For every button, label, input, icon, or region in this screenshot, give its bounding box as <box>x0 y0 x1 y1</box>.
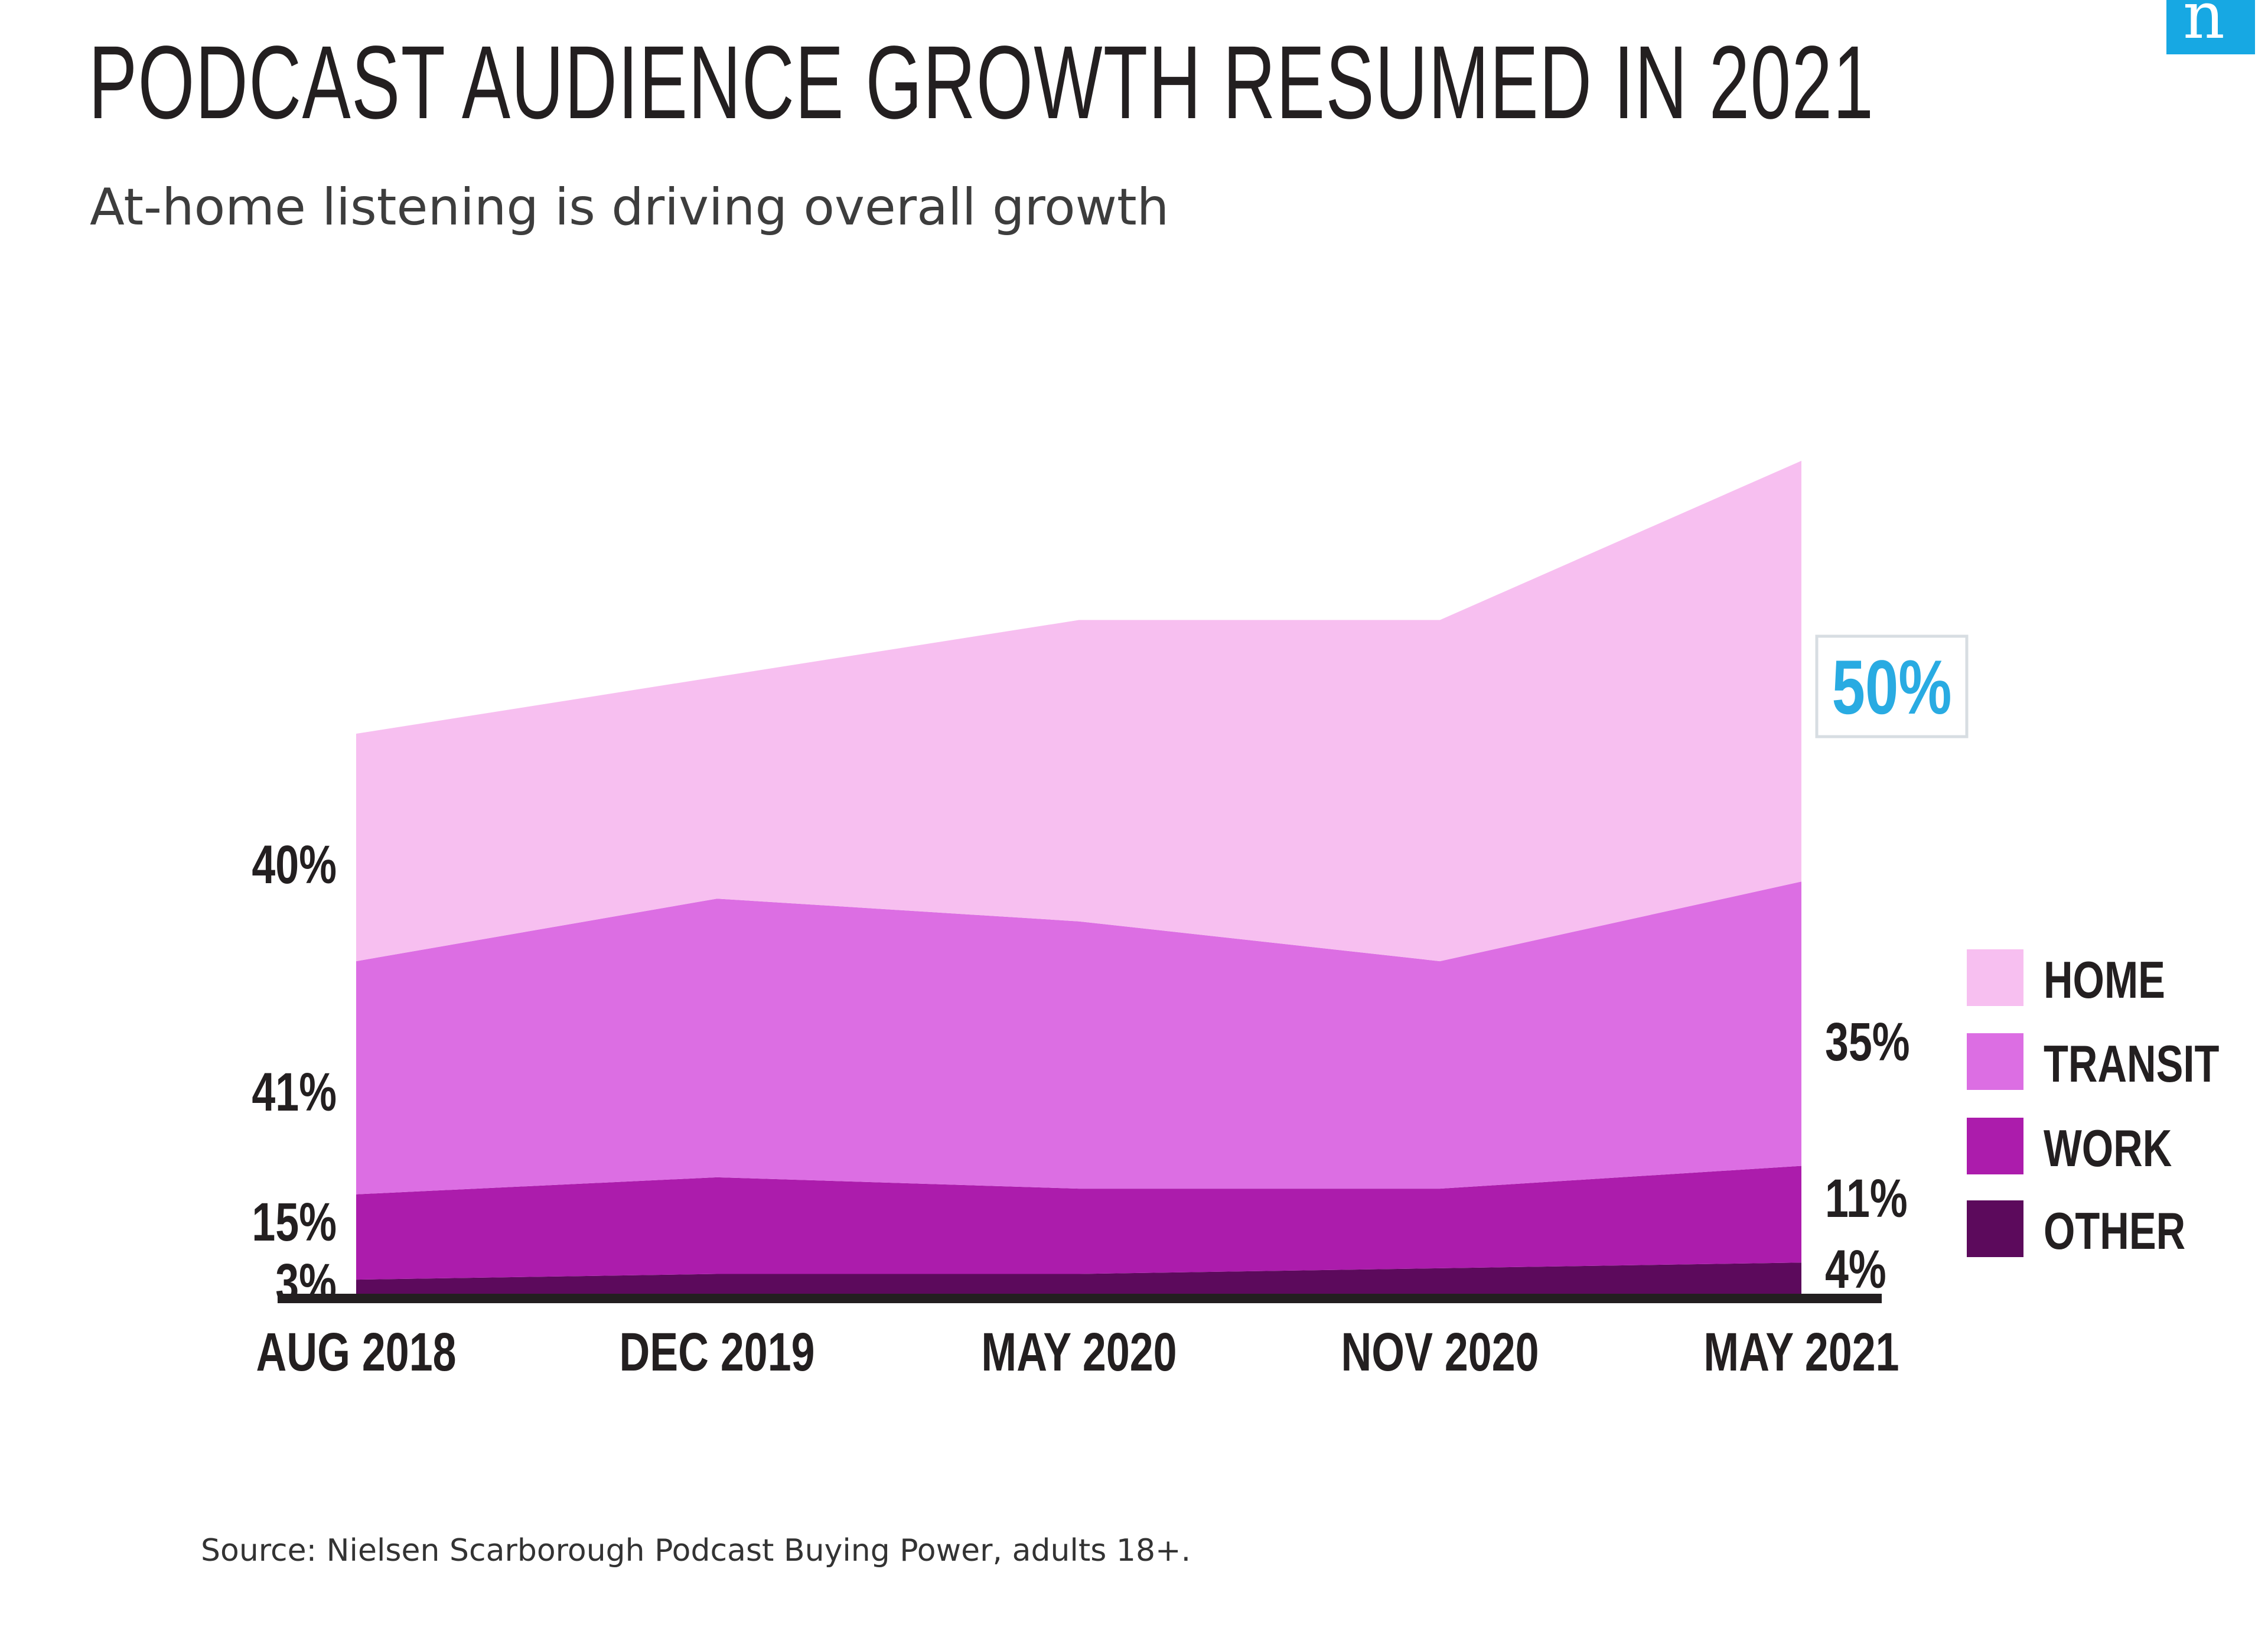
x-tick-label: AUG 2018 <box>256 1321 456 1382</box>
brand-logo-icon: n <box>2183 0 2225 53</box>
area-other <box>356 1262 1801 1297</box>
source-note: Source: Nielsen Scarborough Podcast Buyi… <box>201 1533 1191 1568</box>
legend-label-other: OTHER <box>2044 1202 2185 1260</box>
start-label-home: 40% <box>252 834 337 895</box>
chart-title: PODCAST AUDIENCE GROWTH RESUMED IN 2021 <box>89 25 1875 141</box>
end-label-work: 11% <box>1825 1168 1908 1229</box>
legend-swatch-other <box>1967 1200 2023 1257</box>
highlight-box <box>1815 634 1969 738</box>
end-label-other: 4% <box>1825 1239 1886 1300</box>
chart-subtitle: At-home listening is driving overall gro… <box>90 178 1169 237</box>
area-work <box>356 1166 1801 1280</box>
legend-label-home: HOME <box>2044 951 2165 1009</box>
x-tick-label: MAY 2020 <box>981 1321 1177 1382</box>
x-tick-label: DEC 2019 <box>619 1321 814 1382</box>
x-tick-label: MAY 2021 <box>1703 1321 1899 1382</box>
legend-label-work: WORK <box>2044 1119 2172 1177</box>
legend-swatch-transit <box>1967 1033 2023 1090</box>
x-tick-label: NOV 2020 <box>1341 1321 1539 1382</box>
end-label-home: 50% <box>1832 644 1952 730</box>
start-label-work: 15% <box>252 1192 337 1252</box>
legend-swatch-work <box>1967 1118 2023 1174</box>
area-home <box>356 461 1801 962</box>
legend-swatch-home <box>1967 949 2023 1006</box>
brand-logo: n <box>2166 0 2255 54</box>
start-label-transit: 41% <box>252 1062 337 1122</box>
start-label-other: 3% <box>275 1252 337 1313</box>
legend-label-transit: TRANSIT <box>2044 1035 2219 1093</box>
area-transit <box>356 881 1801 1194</box>
end-label-transit: 35% <box>1825 1011 1910 1072</box>
